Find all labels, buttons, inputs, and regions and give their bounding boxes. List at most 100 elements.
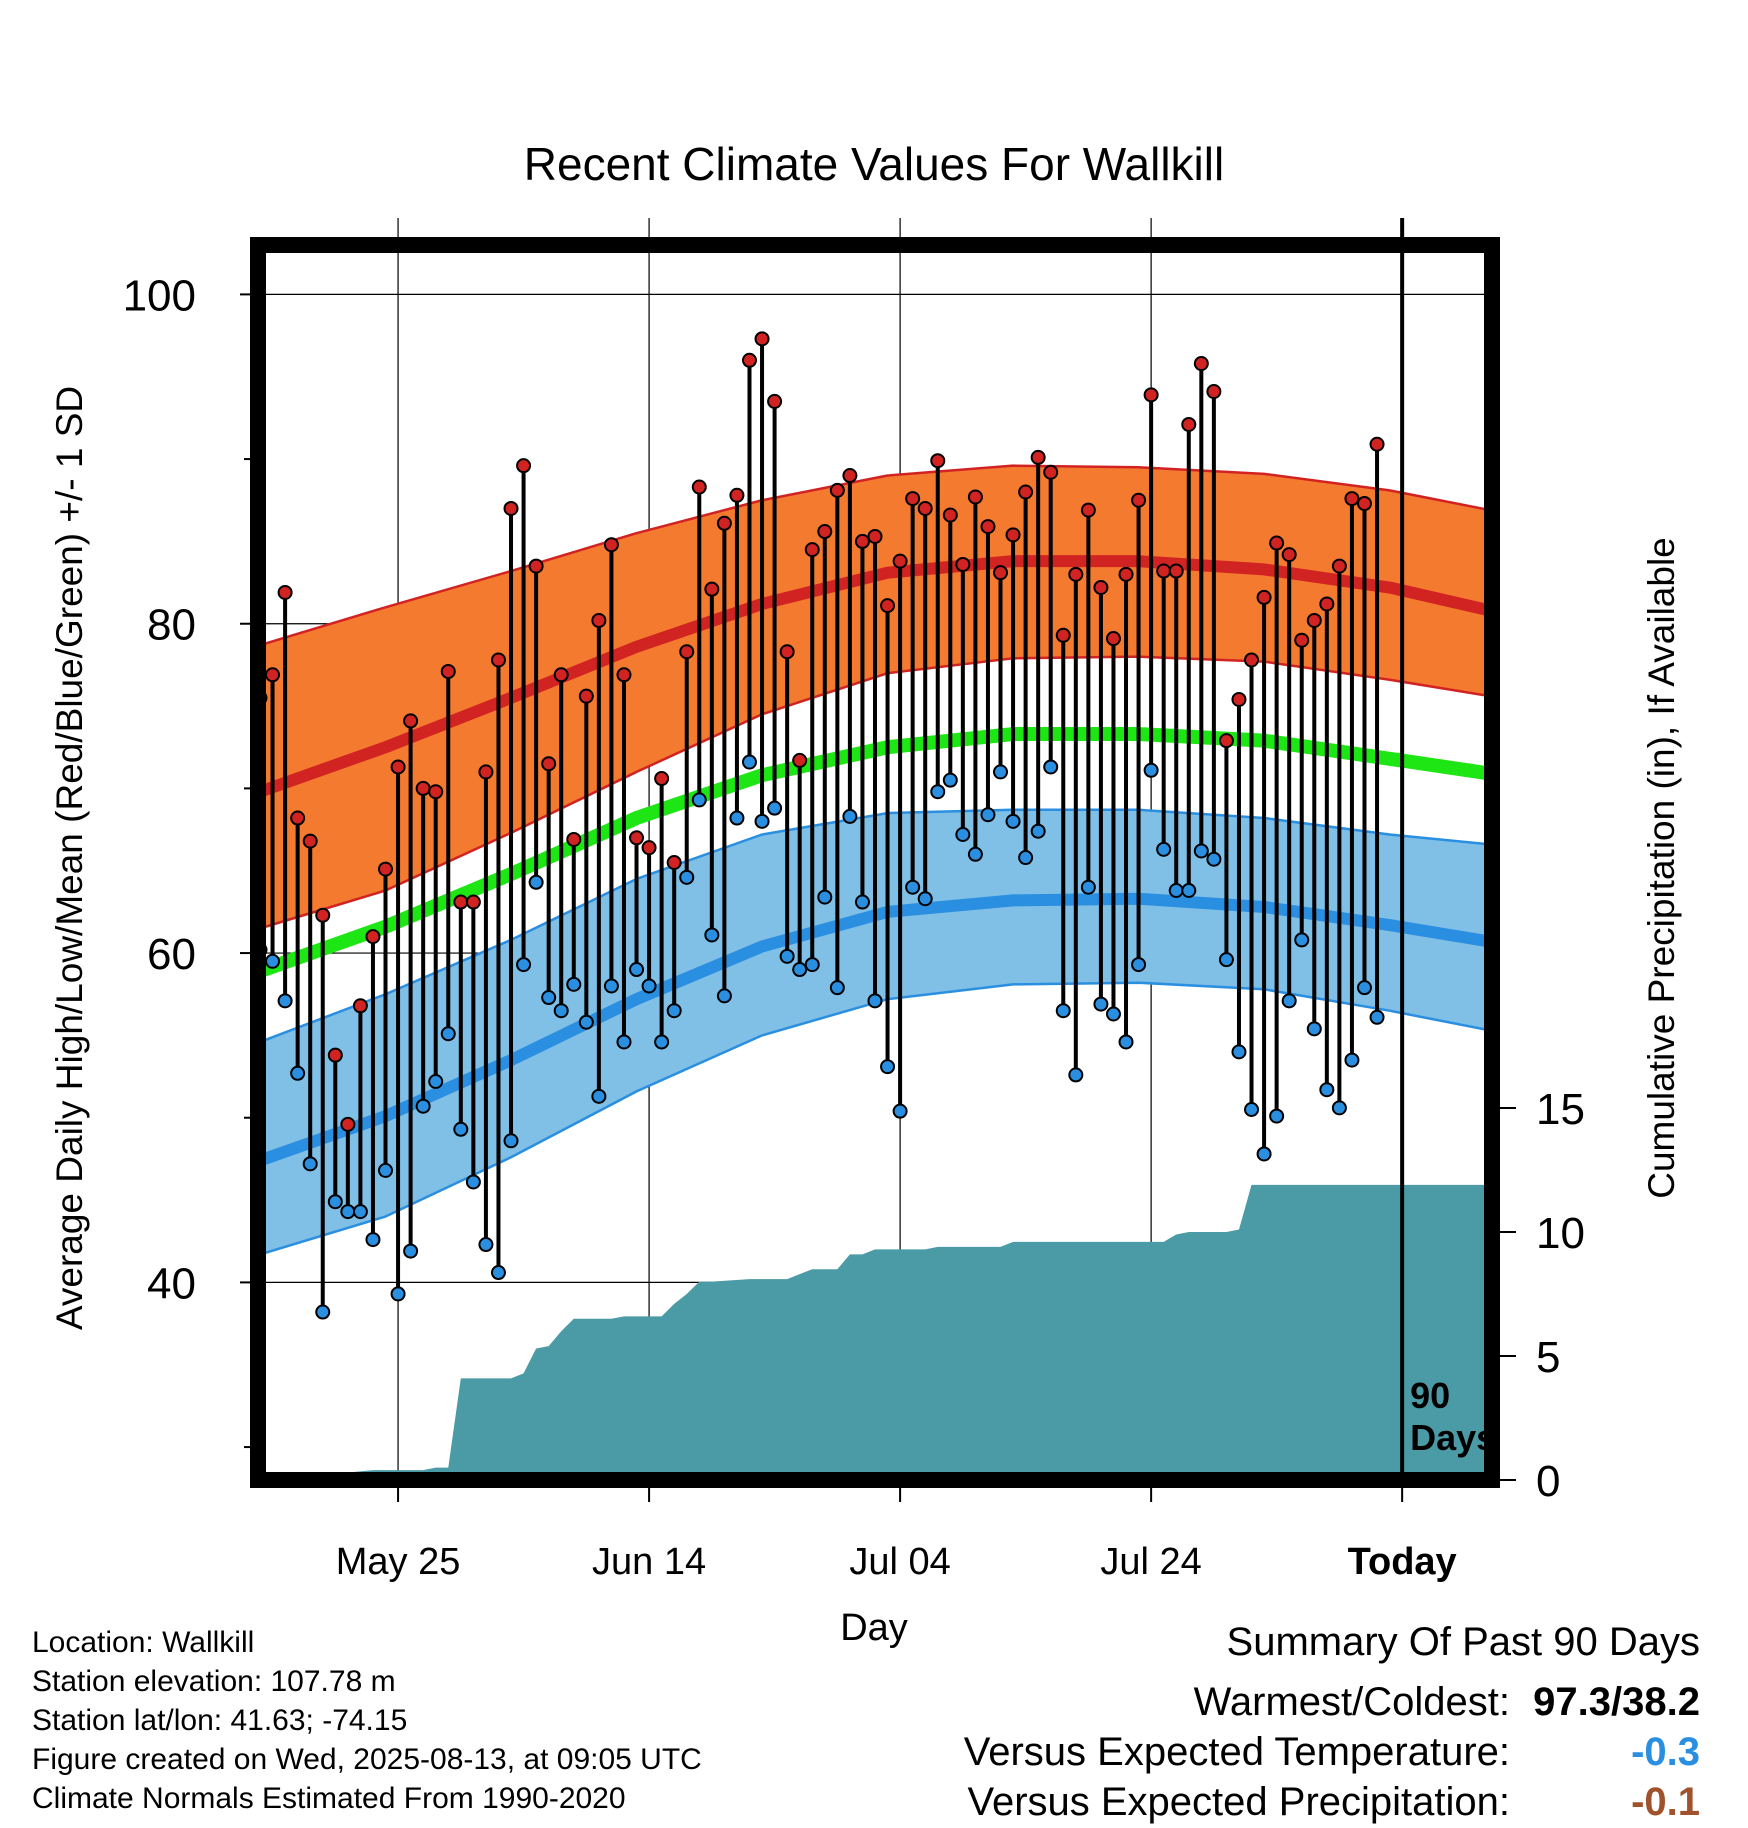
y2-tick-label: 15 — [1536, 1085, 1585, 1134]
station-info: Location: Wallkill Station elevation: 10… — [32, 1623, 702, 1818]
high-point — [792, 752, 808, 768]
x-tick-label: Jul 24 — [1100, 1541, 1201, 1583]
high-point — [603, 537, 619, 553]
high-point — [1043, 464, 1059, 480]
y2-tick-label: 5 — [1536, 1333, 1560, 1382]
low-point — [1344, 1052, 1360, 1068]
low-point — [528, 874, 544, 890]
high-point — [1018, 484, 1034, 500]
high-point — [302, 833, 318, 849]
warm-cold-label: Warmest/Coldest: — [1193, 1680, 1510, 1724]
low-point — [792, 962, 808, 978]
high-point — [315, 907, 331, 923]
low-point — [1269, 1108, 1285, 1124]
high-point — [880, 598, 896, 614]
x-tick-label: May 25 — [336, 1541, 461, 1583]
y-axis-label: Average Daily High/Low/Mean (Red/Blue/Gr… — [49, 386, 90, 1330]
high-point — [1156, 563, 1172, 579]
high-point — [804, 542, 820, 558]
low-point — [829, 980, 845, 996]
low-point — [854, 894, 870, 910]
summary-title: Summary Of Past 90 Days — [1226, 1620, 1700, 1664]
temp-row: Versus Expected Temperature: -0.3 — [964, 1727, 1700, 1777]
low-point — [741, 754, 757, 770]
low-point — [428, 1074, 444, 1090]
high-point — [1030, 449, 1046, 465]
low-point — [1369, 1009, 1385, 1025]
low-point — [967, 846, 983, 862]
high-point — [967, 489, 983, 505]
low-point — [1043, 759, 1059, 775]
today-days-label-line: Days — [1410, 1417, 1496, 1458]
high-point — [465, 894, 481, 910]
low-point — [842, 808, 858, 824]
low-point — [942, 772, 958, 788]
low-point — [302, 1156, 318, 1172]
low-point — [1131, 957, 1147, 973]
high-point — [892, 553, 908, 569]
high-point — [741, 352, 757, 368]
low-point — [1143, 762, 1159, 778]
high-point — [704, 581, 720, 597]
high-point — [478, 764, 494, 780]
low-point — [754, 813, 770, 829]
created-text: Figure created on Wed, 2025-08-13, at 09… — [32, 1743, 702, 1776]
x-axis-label: Day — [840, 1607, 908, 1649]
precipitation-fill — [260, 1184, 1490, 1480]
low-point — [578, 1014, 594, 1030]
low-point — [1181, 882, 1197, 898]
high-point — [352, 998, 368, 1014]
high-sd-band-upper-edge — [260, 464, 1490, 647]
high-point — [1206, 384, 1222, 400]
low-point — [641, 978, 657, 994]
normals-text: Climate Normals Estimated From 1990-2020 — [32, 1782, 626, 1815]
low-point — [1244, 1102, 1260, 1117]
high-point — [654, 771, 670, 787]
low-point — [327, 1194, 343, 1210]
high-point — [854, 533, 870, 549]
high-point — [541, 756, 557, 772]
low-point — [315, 1304, 331, 1320]
high-point — [290, 810, 306, 826]
high-point — [516, 458, 532, 474]
plot-border — [250, 237, 1500, 1488]
low-point — [654, 1034, 670, 1050]
low-point — [591, 1088, 607, 1104]
chart-title: Recent Climate Values For Wallkill — [524, 138, 1224, 190]
low-point — [1356, 980, 1372, 996]
high-point — [1068, 566, 1084, 582]
low-point — [817, 889, 833, 905]
low-point — [679, 869, 695, 885]
y2-axis-label: Cumulative Precipitation (in), If Availa… — [1641, 537, 1682, 1199]
low-point — [566, 976, 582, 992]
y2-tick-label: 10 — [1536, 1209, 1585, 1258]
low-point — [980, 807, 996, 823]
low-point — [704, 927, 720, 943]
low-point — [666, 1003, 682, 1019]
low-point — [917, 891, 933, 907]
high-sd-band — [260, 465, 1490, 929]
high-point — [779, 644, 795, 660]
high-point — [277, 584, 293, 600]
precip-value: -0.1 — [1631, 1780, 1700, 1824]
latlon-text: Station lat/lon: 41.63; -74.15 — [32, 1704, 408, 1737]
low-point — [1068, 1067, 1084, 1083]
low-point — [1331, 1100, 1347, 1116]
high-point — [942, 507, 958, 523]
low-point — [453, 1121, 469, 1137]
high-point — [829, 482, 845, 498]
high-point — [754, 331, 770, 347]
high-point — [1369, 436, 1385, 452]
high-point — [1356, 496, 1372, 512]
low-point — [993, 764, 1009, 780]
low-point — [516, 957, 532, 973]
low-point — [804, 957, 820, 973]
low-point — [403, 1243, 419, 1259]
low-point — [553, 1003, 569, 1019]
high-point — [867, 528, 883, 544]
high-point — [1118, 566, 1134, 582]
low-point — [955, 827, 971, 843]
high-point — [528, 558, 544, 574]
x-tick-label: Jul 04 — [849, 1541, 950, 1583]
y2-tick-label: 0 — [1536, 1457, 1560, 1506]
